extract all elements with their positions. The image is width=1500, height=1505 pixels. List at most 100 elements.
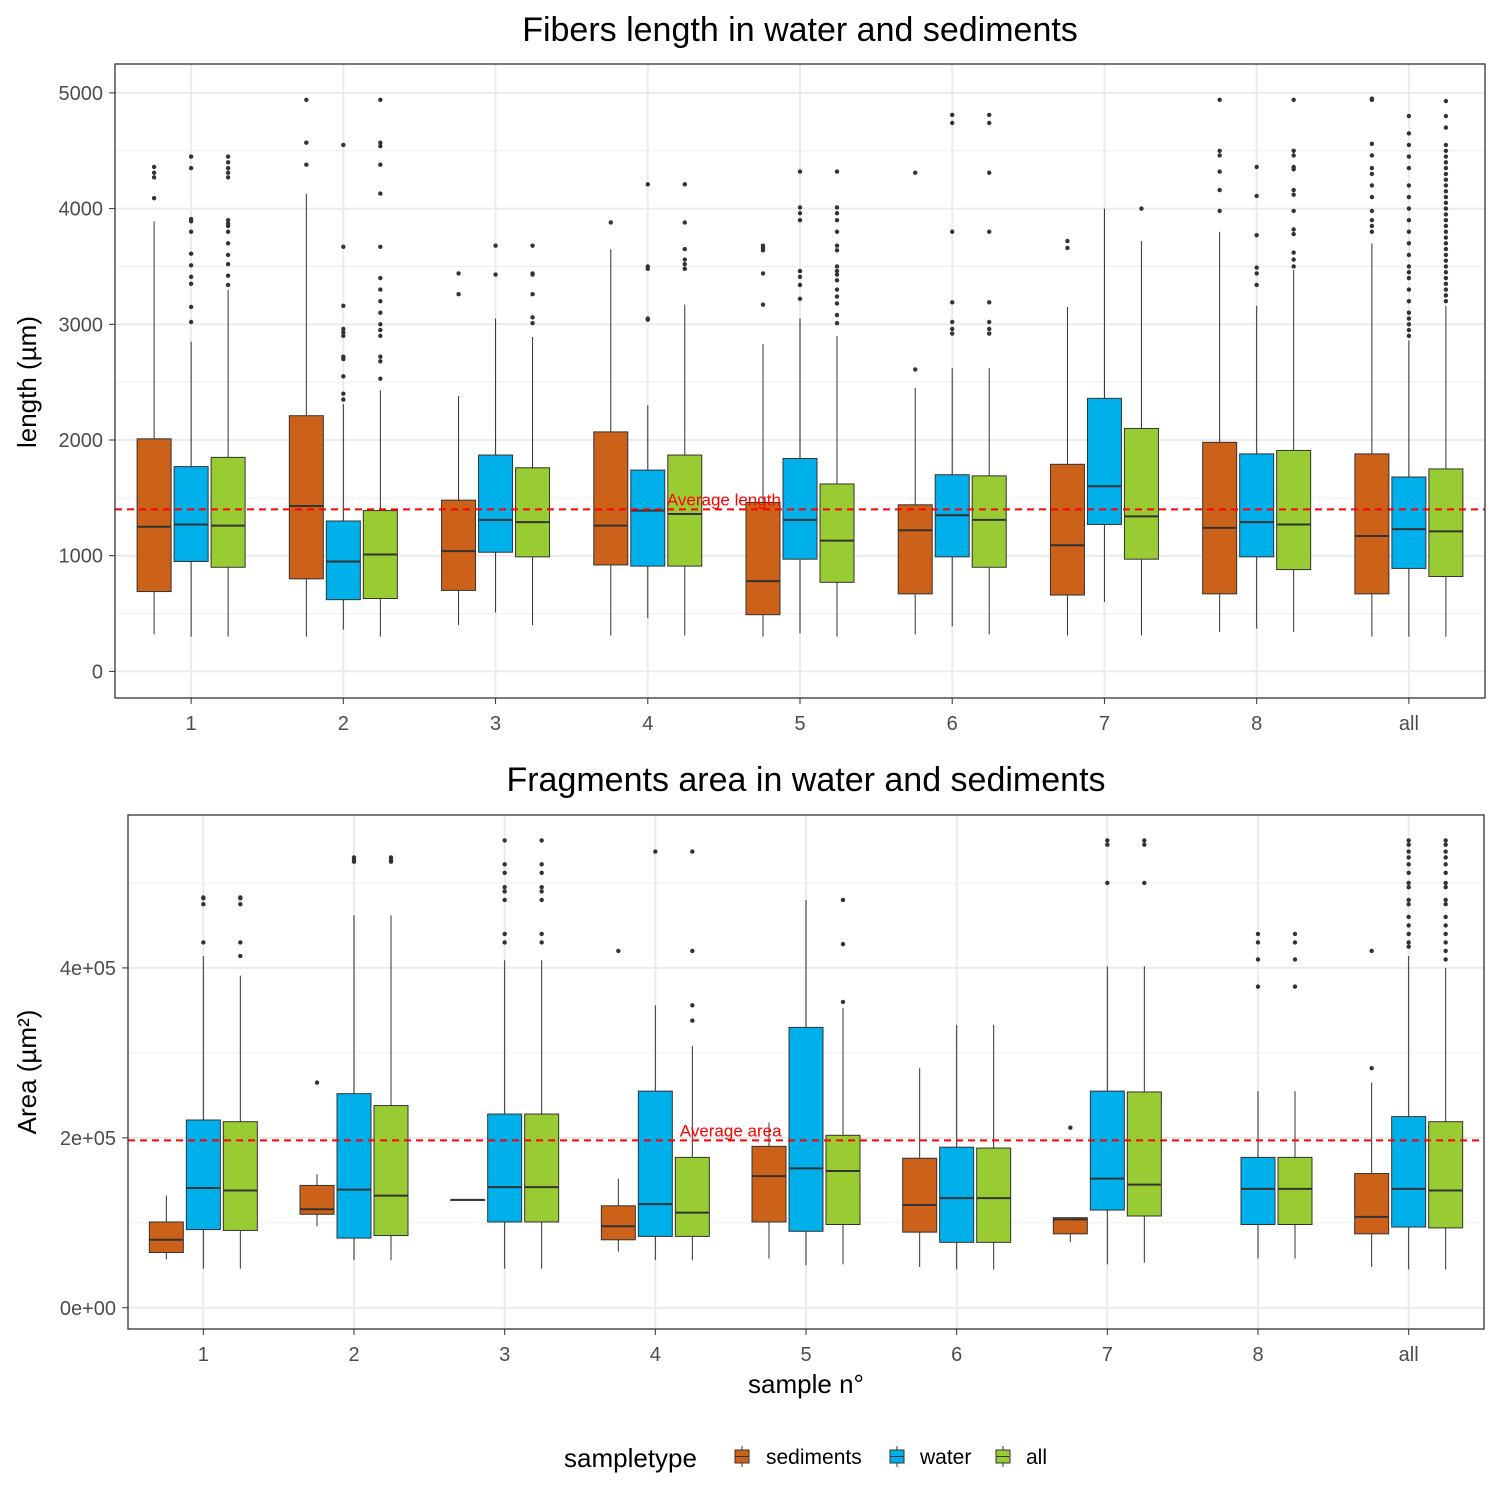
box-body: [524, 1113, 560, 1223]
x-tick-label: all: [1399, 713, 1419, 735]
outlier-point: [1443, 914, 1448, 920]
x-tick-label: 7: [1099, 713, 1110, 735]
outlier-point: [1443, 246, 1449, 252]
outlier-point: [539, 940, 544, 945]
outlier-point: [950, 331, 955, 336]
outlier-point: [1443, 189, 1449, 194]
outlier-point: [238, 902, 243, 907]
box-body: [674, 1156, 710, 1237]
y-tick-label: 5000: [59, 83, 104, 105]
outlier-point: [797, 282, 803, 288]
panel-border-fibers: [114, 63, 1486, 699]
box-sediments-3: [441, 271, 477, 626]
y-tick-label: 4e+05: [60, 958, 116, 980]
box-all-4: [674, 849, 710, 1261]
outlier-point: [1443, 212, 1449, 217]
outlier-point: [1291, 164, 1296, 170]
outlier-point: [1406, 310, 1412, 315]
y-tick-label: 0e+00: [60, 1298, 116, 1320]
outlier-point: [1255, 940, 1261, 945]
outlier-point: [378, 298, 383, 304]
outlier-point: [1406, 165, 1412, 171]
box-sediments-6: [902, 1068, 938, 1267]
outlier-point: [1406, 931, 1411, 937]
box-body: [600, 1205, 636, 1241]
outlier-point: [188, 165, 194, 171]
legend-label-all: all: [1026, 1446, 1047, 1469]
outlier-point: [225, 221, 231, 226]
outlier-point: [834, 229, 840, 234]
outlier-point: [1291, 250, 1296, 255]
outlier-point: [188, 216, 194, 222]
outlier-point: [682, 220, 687, 225]
box-water-8: [1240, 931, 1276, 1259]
outlier-point: [1443, 154, 1449, 159]
outlier-point: [1443, 838, 1448, 843]
outlier-point: [1443, 270, 1449, 275]
outlier-point: [1217, 208, 1222, 214]
box-sediments-1: [148, 1195, 184, 1260]
x-tick-label: 1: [198, 1344, 209, 1366]
box-water-6: [939, 1024, 975, 1270]
outlier-point: [378, 191, 383, 196]
outlier-point: [1105, 838, 1110, 843]
outlier-point: [1369, 223, 1375, 229]
outlier-point: [1443, 902, 1448, 907]
outlier-point: [760, 302, 766, 307]
outlier-point: [834, 301, 840, 306]
box-sediments-2: [299, 1080, 335, 1227]
reference-line-label: Average length: [667, 490, 781, 509]
outlier-point: [1369, 229, 1375, 234]
chart-title-fragments: Fragments area in water and sediments: [506, 761, 1105, 799]
outlier-point: [1443, 194, 1449, 200]
outlier-point: [1406, 194, 1412, 200]
outlier-point: [1291, 231, 1296, 237]
outlier-point: [1443, 897, 1448, 903]
outlier-point: [1443, 142, 1449, 148]
outlier-point: [1139, 206, 1144, 211]
outlier-point: [1406, 316, 1412, 321]
outlier-point: [1217, 187, 1222, 193]
outlier-point: [530, 243, 535, 248]
outlier-point: [378, 333, 383, 339]
outlier-point: [1369, 165, 1375, 171]
outlier-point: [225, 241, 231, 246]
outlier-point: [1369, 183, 1375, 188]
box-sediments-3: [450, 1198, 486, 1201]
outlier-point: [530, 315, 535, 320]
outlier-point: [188, 304, 194, 310]
outlier-point: [1406, 923, 1411, 928]
box-body: [515, 467, 551, 558]
outlier-point: [188, 251, 194, 256]
outlier-point: [987, 331, 992, 336]
outlier-point: [1443, 862, 1448, 867]
outlier-point: [1443, 957, 1448, 962]
outlier-point: [645, 264, 650, 269]
outlier-point: [188, 319, 194, 325]
box-all-6: [976, 1024, 1012, 1270]
outlier-point: [201, 940, 206, 945]
y-axis-label-length: length (µm): [12, 316, 42, 448]
outlier-point: [950, 229, 955, 234]
outlier-point: [1369, 948, 1374, 954]
outlier-point: [1406, 897, 1411, 903]
outlier-point: [1443, 241, 1449, 246]
outlier-point: [151, 196, 157, 201]
x-tick-label: 7: [1102, 1344, 1113, 1366]
outlier-point: [840, 897, 846, 903]
outlier-point: [502, 862, 507, 867]
outlier-point: [1443, 258, 1449, 263]
outlier-point: [238, 895, 243, 900]
outlier-point: [378, 310, 383, 315]
box-body: [1126, 1091, 1162, 1217]
outlier-point: [341, 397, 346, 402]
x-tick-label: 8: [1252, 1344, 1263, 1366]
box-body: [971, 475, 1007, 568]
fragments-area-panel: Fragments area in water and sediments Ar…: [12, 761, 1485, 1399]
box-all-2: [362, 97, 398, 637]
outlier-point: [1443, 200, 1449, 206]
outlier-point: [913, 170, 918, 175]
box-water-2: [325, 142, 361, 630]
outlier-point: [760, 243, 766, 248]
outlier-point: [1443, 113, 1449, 119]
